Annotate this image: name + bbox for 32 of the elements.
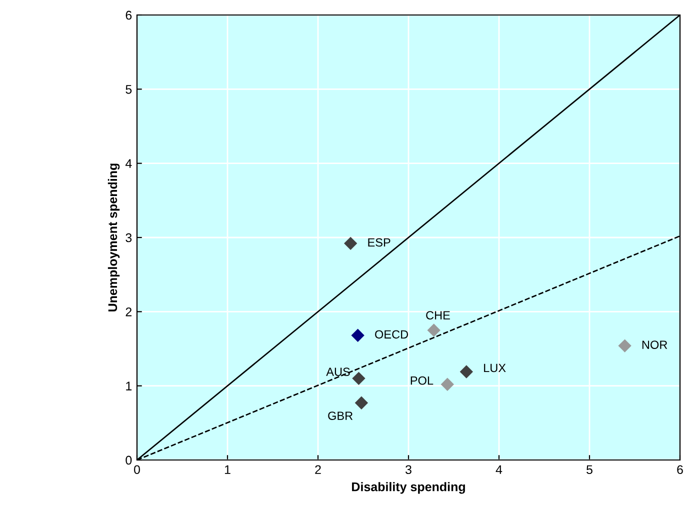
point <box>460 365 474 378</box>
y-tick-label: 6 <box>126 10 132 20</box>
annotation: POL <box>410 376 434 385</box>
x-tick-label: 3 <box>406 465 412 474</box>
annotation: ESP <box>368 238 390 247</box>
y-tick-label: 5 <box>126 85 132 94</box>
y-tick-label: 4 <box>125 159 132 168</box>
x-tick-label: 5 <box>586 465 592 474</box>
x-tick-label: 0 <box>134 465 140 474</box>
point <box>440 378 454 391</box>
point <box>427 324 440 337</box>
point <box>351 328 364 342</box>
x-tick-label: 2 <box>315 465 321 474</box>
annotation: LUX <box>484 364 506 372</box>
annotation: AUS <box>326 368 350 376</box>
y-axis-title: Unemployment spending <box>108 164 120 312</box>
point <box>352 372 366 386</box>
x-tick-label: 4 <box>496 465 502 474</box>
point <box>354 396 368 410</box>
y-tick-label: 0 <box>126 456 132 465</box>
y-tick-label: 3 <box>126 233 132 242</box>
x-tick-label: 6 <box>677 465 683 474</box>
y-tick-label: 2 <box>126 307 132 316</box>
annotation: OECD <box>375 330 408 339</box>
point <box>618 339 632 352</box>
annotation: NOR <box>642 340 668 349</box>
annotation: GBR <box>328 412 353 420</box>
x-axis-title: Disability spending <box>352 482 465 494</box>
y-tick-label: 1 <box>126 382 132 390</box>
annotation: CHE <box>426 311 450 320</box>
point <box>344 236 358 250</box>
x-tick-label: 1 <box>224 465 230 474</box>
